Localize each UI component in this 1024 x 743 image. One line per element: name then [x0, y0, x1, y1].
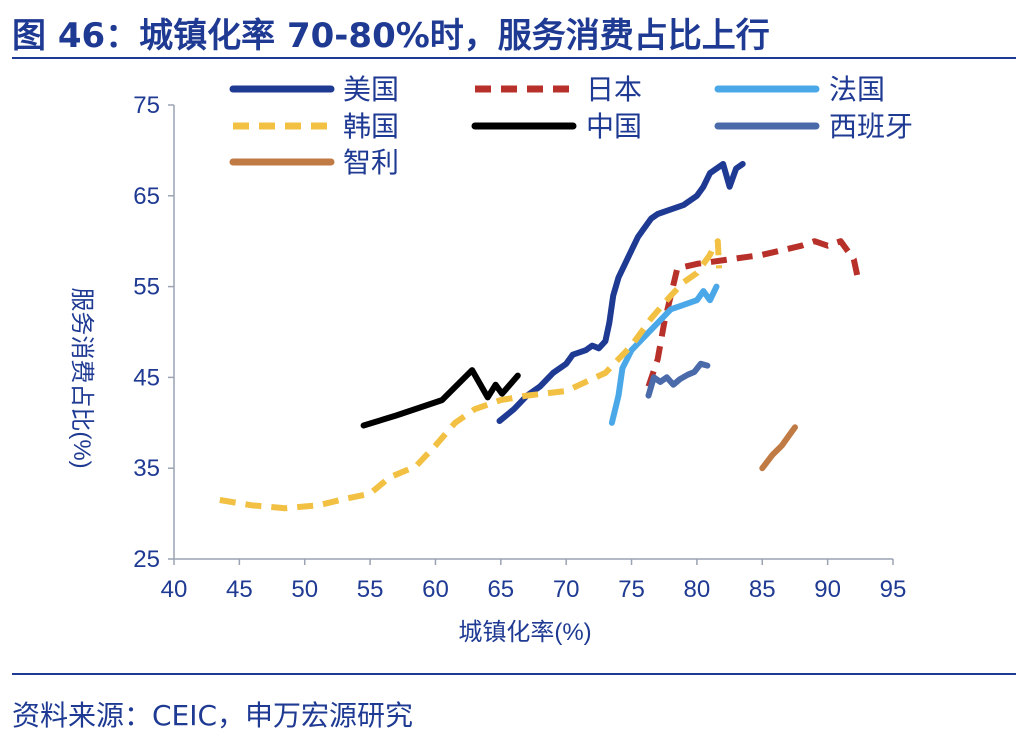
x-tick-label: 85	[749, 576, 776, 603]
y-tick-label: 55	[133, 274, 160, 301]
y-tick-label: 25	[133, 546, 160, 573]
x-tick-label: 70	[553, 576, 580, 603]
x-tick-label: 40	[161, 576, 188, 603]
legend-label-4: 韩国	[343, 111, 399, 142]
series-line-5	[360, 367, 521, 429]
y-axis-label: 服务消费占比(%)	[68, 287, 95, 468]
source-rule	[12, 673, 1016, 675]
series-line-3	[608, 283, 720, 426]
series-line-1	[496, 161, 746, 424]
y-tick-label: 75	[133, 92, 160, 119]
series-line-7	[759, 424, 798, 472]
axes: 40 45 50 55 60 65 70 75 80 85 90 95 25 35 45 55 65 75	[133, 92, 906, 603]
x-tick-label: 55	[357, 576, 384, 603]
x-tick-label: 90	[814, 576, 841, 603]
x-tick-label: 75	[618, 576, 645, 603]
series-line-2	[645, 238, 861, 388]
figure-title: 图 46：城镇化率 70-80%时，服务消费占比上行	[12, 16, 770, 56]
chart: 40 45 50 55 60 65 70 75 80 85 90 95 25 35 45 55 65 75 美国…	[68, 74, 913, 646]
x-tick-label: 60	[422, 576, 449, 603]
x-axis-label: 城镇化率(%)	[458, 619, 591, 646]
legend-label-6: 西班牙	[829, 111, 913, 142]
series-line-6	[645, 360, 711, 399]
legend-label-5: 中国	[586, 111, 642, 142]
y-ticks: 25 35 45 55 65 75	[133, 92, 174, 573]
x-tick-label: 65	[487, 576, 514, 603]
legend-label-1: 美国	[343, 74, 399, 105]
y-tick-label: 45	[133, 364, 160, 391]
legend-label-7: 智利	[343, 147, 399, 178]
source-note: 资料来源：CEIC，申万宏源研究	[12, 699, 414, 732]
y-tick-label: 65	[133, 183, 160, 210]
title-rule	[12, 57, 1016, 59]
legend-label-2: 日本	[586, 74, 642, 105]
x-tick-label: 45	[226, 576, 253, 603]
y-tick-label: 35	[133, 455, 160, 482]
legend-label-3: 法国	[829, 74, 885, 105]
x-tick-label: 95	[880, 576, 907, 603]
x-tick-label: 50	[291, 576, 318, 603]
series-layer	[219, 161, 861, 512]
x-ticks: 40 45 50 55 60 65 70 75 80 85 90 95	[161, 559, 907, 603]
x-tick-label: 80	[684, 576, 711, 603]
series-line-4	[219, 238, 723, 512]
